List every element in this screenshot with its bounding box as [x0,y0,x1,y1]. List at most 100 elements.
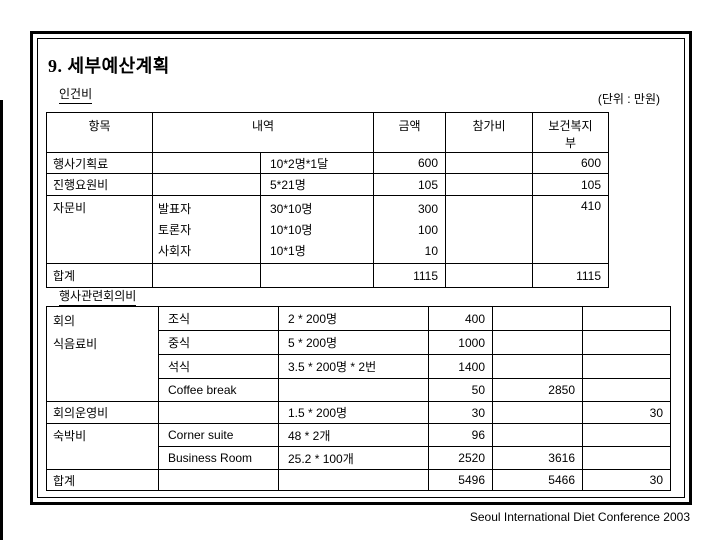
meeting-total-row: 합계 5496 5466 30 [46,469,671,491]
cell-amount: 30 [428,401,493,424]
table-row: Coffee break 50 2850 [47,378,671,402]
cell-label-lines: 발표자 토론자 사회자 [152,195,261,264]
cell-ministry: 30 [582,401,671,424]
cell-amount: 96 [428,423,493,447]
header-detail: 내역 [152,112,374,153]
cell-fee: 5466 [492,469,583,491]
advisory-amount: 100 [417,223,438,237]
header-amount: 금액 [373,112,446,153]
table-row: 회의운영비 1.5 * 200명 30 30 [46,401,671,424]
cell-fee: 3616 [492,446,583,470]
cell-label [158,401,279,424]
cell-amount: 2520 [428,446,493,470]
cell-formula: 25.2 * 100개 [278,446,429,470]
cell-ministry: 30 [582,469,671,491]
cell-ministry: 600 [532,152,609,174]
cell-formula-lines: 30*10명 10*10명 10*1명 [260,195,374,264]
unit-note: (단위 : 만원) [597,92,660,106]
footer-text: Seoul International Diet Conference 2003 [469,510,690,524]
cell-item: 행사기획료 [46,152,153,174]
cell-item: 진행요원비 [46,173,153,196]
table-row: 숙박비 Corner suite 48 * 2개 96 [46,423,671,470]
cell-amount: 1000 [428,330,493,355]
cell-ministry [582,446,671,470]
cell-amount-lines: 300 100 10 [373,195,446,264]
cell-formula [260,263,374,288]
cell-formula: 1.5 * 200명 [278,401,429,424]
personnel-table: 항목 내역 금액 참가비 보건복지 부 행사기획료 10*2명*1달 600 6… [46,112,609,288]
cell-label [158,469,279,491]
table-row-advisory: 자문비 발표자 토론자 사회자 30*10명 10*10명 10*1명 300 … [46,195,609,264]
advisory-amount: 10 [424,244,438,258]
cell-fee [492,354,583,379]
cell-ministry [582,354,671,379]
cell-formula: 5 * 200명 [278,330,429,355]
cell-ministry [582,330,671,355]
cell-ministry [582,306,671,331]
cell-label: 중식 [158,330,279,355]
cell-ministry [582,423,671,447]
cell-amount: 1115 [373,263,446,288]
cell-item: 합계 [46,263,153,288]
cell-label [152,263,261,288]
cell-fee [492,330,583,355]
cell-item-food-group: 회의 식음료비 [46,306,159,402]
advisory-formula: 30*10명 [270,202,313,216]
meeting-table: 회의 식음료비 조식 2 * 200명 400 중식 5 * 200명 1000… [46,306,671,491]
cell-amount: 50 [428,378,493,402]
cell-ministry [582,378,671,402]
personnel-header-row: 항목 내역 금액 참가비 보건복지 부 [46,112,609,153]
cell-item: 합계 [46,469,159,491]
screen-edge-line [0,100,3,540]
table-row: 회의 식음료비 조식 2 * 200명 400 [46,306,671,402]
header-fee: 참가비 [445,112,533,153]
header-ministry: 보건복지 부 [532,112,609,153]
section-label-meeting: 행사관련회의비 [59,287,137,306]
cell-fee [445,195,533,264]
cell-formula: 3.5 * 200명 * 2번 [278,354,429,379]
cell-fee: 2850 [492,378,583,402]
cell-amount: 600 [373,152,446,174]
page-title: 9. 세부예산계획 [48,56,170,76]
section-label-personnel: 인건비 [59,85,93,104]
table-row: 행사기획료 10*2명*1달 600 600 [46,152,609,174]
cell-amount: 5496 [428,469,493,491]
table-row: 중식 5 * 200명 1000 [47,330,671,355]
cell-fee [445,263,533,288]
cell-label: Corner suite [158,423,279,447]
advisory-formula: 10*10명 [270,223,313,237]
cell-fee [492,401,583,424]
cell-label: 조식 [158,306,279,331]
cell-formula: 2 * 200명 [278,306,429,331]
advisory-amount: 300 [417,202,438,216]
cell-ministry: 1115 [532,263,609,288]
cell-label [152,152,261,174]
cell-ministry: 105 [532,173,609,196]
cell-fee [492,423,583,447]
cell-label [152,173,261,196]
cell-label: 석식 [158,354,279,379]
cell-item: 자문비 [46,195,153,264]
cell-formula: 5*21명 [260,173,374,196]
cell-amount: 400 [428,306,493,331]
cell-amount: 1400 [428,354,493,379]
cell-amount: 105 [373,173,446,196]
cell-fee [445,152,533,174]
cell-label: Coffee break [158,378,279,402]
header-item: 항목 [46,112,153,153]
advisory-label: 사회자 [158,244,192,258]
cell-fee [492,306,583,331]
advisory-label: 토론자 [158,223,192,237]
cell-formula [278,378,429,402]
cell-item-lodging-group: 숙박비 [46,423,159,470]
advisory-formula: 10*1명 [270,244,306,258]
cell-fee [445,173,533,196]
cell-formula: 10*2명*1달 [260,152,374,174]
cell-ministry: 410 [532,195,609,264]
personnel-total-row: 합계 1115 1115 [46,263,609,288]
slide-outer-border [30,31,692,505]
advisory-label: 발표자 [158,202,192,216]
cell-label: Business Room [158,446,279,470]
cell-item: 회의운영비 [46,401,159,424]
cell-formula [278,469,429,491]
